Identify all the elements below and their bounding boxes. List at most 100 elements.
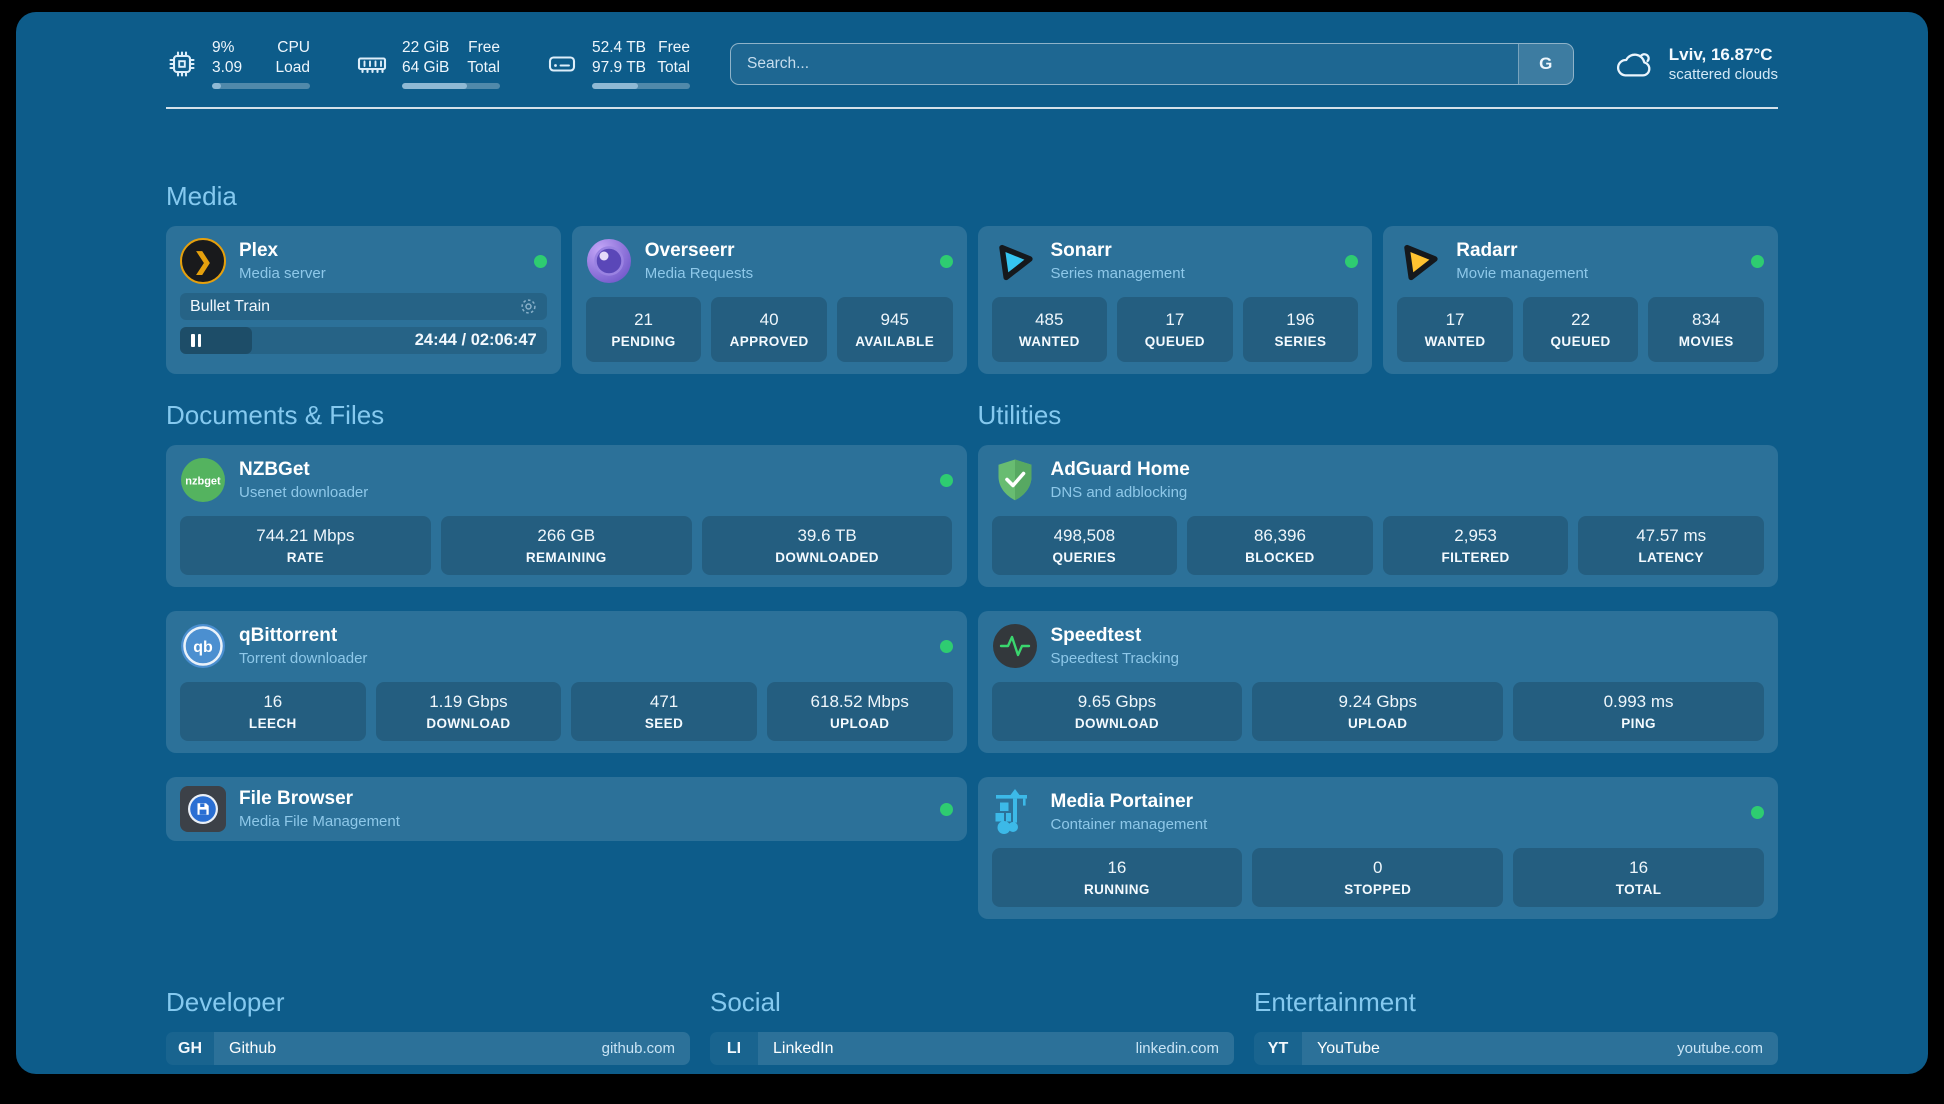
system-stats: 9% CPU 3.09 Load: [166, 38, 690, 90]
disk-progress-bar: [592, 83, 690, 90]
section-utilities: Utilities AdGuard Home: [977, 400, 1778, 943]
disk-free-value: 52.4 TB: [592, 39, 647, 56]
app-description: DNS and adblocking: [1050, 484, 1188, 502]
app-card-filebrowser[interactable]: File Browser Media File Management: [166, 777, 967, 842]
header-divider: [166, 107, 1778, 110]
memory-progress-bar: [402, 83, 500, 90]
status-online-dot: [1751, 805, 1764, 819]
stat-upload: 9.24 Gbps UPLOAD: [1252, 682, 1504, 742]
app-name: qBittorrent: [239, 625, 338, 647]
plex-icon: ❯: [180, 238, 226, 285]
status-online-dot: [939, 802, 953, 816]
stat-upload: 618.52 Mbps UPLOAD: [766, 682, 953, 742]
app-description: Media server: [239, 265, 326, 283]
app-name: NZBGet: [239, 459, 310, 481]
app-description: Movie management: [1456, 265, 1588, 283]
memory-free-label: Free: [468, 39, 500, 56]
memory-stat: 22 GiB Free 64 GiB Total: [356, 38, 500, 90]
status-online-dot: [1751, 254, 1764, 268]
memory-free-value: 22 GiB: [402, 39, 450, 56]
search-input[interactable]: [731, 43, 1573, 84]
app-card-overseerr[interactable]: Overseerr Media Requests 21 PENDING 40 A…: [571, 226, 967, 375]
memory-total-value: 64 GiB: [402, 59, 450, 77]
playback-progress-bar[interactable]: 24:44 / 02:06:47: [180, 327, 547, 355]
app-description: Series management: [1050, 265, 1185, 283]
sonarr-icon: [992, 238, 1038, 284]
section-title-entertainment: Entertainment: [1254, 987, 1416, 1018]
section-media: Media ❯ Plex Media server Bullet Train: [166, 181, 1778, 375]
app-card-radarr[interactable]: Radarr Movie management 17 WANTED 22 QUE…: [1383, 226, 1778, 375]
status-online-dot: [1345, 254, 1359, 268]
memory-progress-fill: [402, 83, 467, 90]
cpu-icon: [166, 48, 198, 80]
bookmark-group-entertainment: Entertainment YT YouTube youtube.com NF …: [1254, 987, 1778, 1074]
app-name: Speedtest: [1050, 625, 1142, 647]
playback-time: 24:44 / 02:06:47: [414, 331, 537, 350]
stat-running: 16 RUNNING: [991, 848, 1243, 908]
search-engine-button[interactable]: G: [1517, 43, 1573, 84]
stat-download: 1.19 Gbps DOWNLOAD: [375, 682, 562, 742]
overseerr-icon: [586, 238, 632, 284]
bookmark-youtube[interactable]: YT YouTube youtube.com: [1254, 1032, 1778, 1066]
app-card-speedtest[interactable]: Speedtest Speedtest Tracking 9.65 Gbps D…: [977, 611, 1778, 754]
playback-settings-icon[interactable]: [520, 298, 537, 315]
status-online-dot: [939, 639, 953, 653]
svg-text:qb: qb: [193, 639, 213, 656]
app-card-plex[interactable]: ❯ Plex Media server Bullet Train: [166, 226, 561, 375]
stat-ping: 0.993 ms PING: [1513, 682, 1764, 742]
app-name: Plex: [239, 240, 279, 262]
app-description: Speedtest Tracking: [1050, 650, 1179, 668]
stat-queued: 17 QUEUED: [1117, 297, 1233, 363]
section-title-social: Social: [710, 987, 781, 1018]
app-card-adguard[interactable]: AdGuard Home DNS and adblocking 498,508 …: [977, 445, 1778, 588]
app-description: Media Requests: [644, 265, 754, 283]
stat-total: 16 TOTAL: [1513, 848, 1764, 908]
cpu-load-value: 3.09: [212, 59, 243, 77]
app-description: Media File Management: [239, 813, 400, 831]
radarr-icon: [1397, 238, 1443, 284]
pause-icon[interactable]: [191, 327, 201, 354]
app-name: AdGuard Home: [1050, 459, 1190, 481]
stat-leech: 16 LEECH: [180, 682, 366, 742]
now-playing-title: Bullet Train: [190, 297, 271, 315]
stat-seed: 471 SEED: [571, 682, 757, 742]
disk-total-label: Total: [657, 59, 690, 77]
bookmark-name: LinkedIn: [773, 1039, 834, 1057]
cpu-usage-value: 9%: [212, 39, 235, 56]
stat-rate: 744.21 Mbps RATE: [180, 516, 431, 576]
nzbget-icon: nzbget: [180, 457, 226, 503]
stat-wanted: 17 WANTED: [1397, 297, 1513, 363]
section-documents: Documents & Files nzbget NZBGet Usenet d: [166, 400, 967, 943]
speedtest-icon: [992, 623, 1038, 669]
stat-blocked: 86,396 BLOCKED: [1187, 516, 1373, 576]
app-card-sonarr[interactable]: Sonarr Series management 485 WANTED 17 Q…: [977, 226, 1373, 375]
app-card-nzbget[interactable]: nzbget NZBGet Usenet downloader 744.21 M…: [166, 445, 967, 588]
stat-latency: 47.57 ms LATENCY: [1578, 516, 1764, 576]
stat-pending: 21 PENDING: [585, 297, 702, 363]
app-name: Overseerr: [644, 240, 735, 262]
cloud-icon: [1614, 46, 1656, 82]
status-online-dot: [939, 254, 953, 268]
weather-location: Lviv, 16.87°C: [1668, 44, 1773, 64]
search-bar: G: [730, 42, 1574, 85]
stat-wanted: 485 WANTED: [991, 297, 1108, 363]
svg-text:nzbget: nzbget: [185, 476, 221, 488]
bookmark-url: github.com: [601, 1040, 675, 1058]
app-card-qbittorrent[interactable]: qb qBittorrent Torrent downloader 16 LEE…: [166, 611, 967, 754]
bookmark-group-social: Social LI LinkedIn linkedin.com TW Twitt…: [710, 987, 1234, 1074]
cpu-usage-label: CPU: [277, 39, 310, 56]
bookmark-tag: LI: [710, 1032, 758, 1066]
stat-movies: 834 MOVIES: [1648, 297, 1764, 363]
bookmark-linkedin[interactable]: LI LinkedIn linkedin.com: [710, 1032, 1234, 1066]
bookmark-name: YouTube: [1317, 1039, 1380, 1057]
app-description: Usenet downloader: [239, 484, 369, 502]
filebrowser-icon: [180, 786, 226, 833]
stat-stopped: 0 STOPPED: [1252, 848, 1504, 908]
bookmark-github[interactable]: GH Github github.com: [166, 1032, 690, 1066]
stat-queries: 498,508 QUERIES: [991, 516, 1178, 576]
memory-total-label: Total: [467, 59, 500, 77]
stat-filtered: 2,953 FILTERED: [1382, 516, 1569, 576]
now-playing-row: Bullet Train: [180, 293, 547, 321]
portainer-icon: [992, 789, 1038, 835]
app-card-portainer[interactable]: Media Portainer Container management 16 …: [977, 777, 1778, 920]
